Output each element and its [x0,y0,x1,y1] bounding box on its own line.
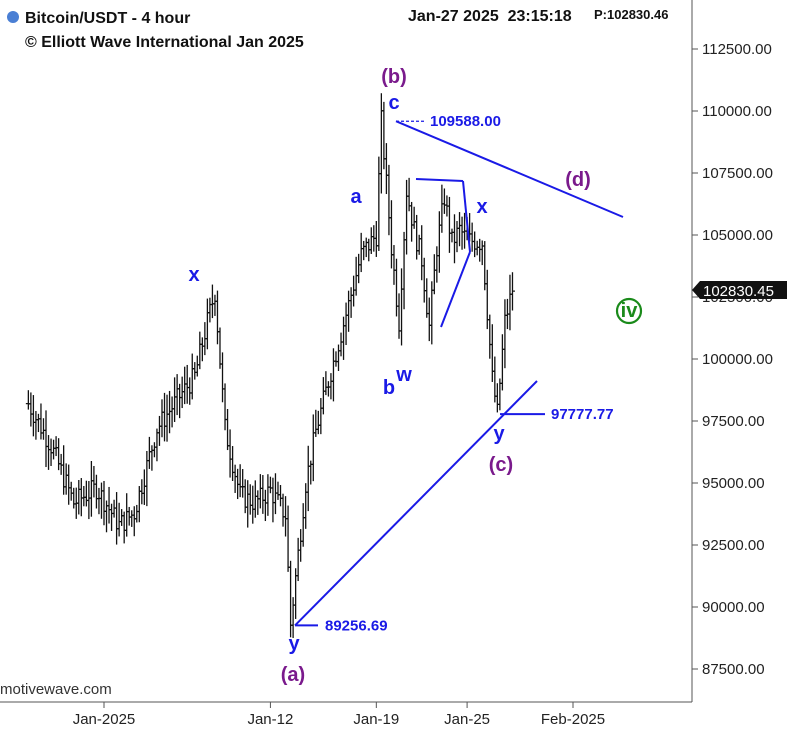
x-tick-label: Jan-25 [444,711,490,728]
triangle-leg-diag [440,251,471,328]
wave-label: y [493,423,505,445]
wave-iv-circle [615,297,643,325]
last-price-tag-shape [692,281,787,299]
wave-label: b [383,377,395,399]
wave-label: (a) [281,664,305,686]
plot-area-background [0,0,692,702]
y-tick-label: 97500.00 [702,413,765,430]
x-tick-label: Jan-12 [247,711,293,728]
wave-label: w [395,364,412,386]
last-price-tag: 102830.45 [692,281,787,300]
wave-label: c [388,92,399,114]
price-readout: P:102830.46 [594,7,668,22]
y-tick-label: 112500.00 [702,41,772,58]
symbol-dot-icon [7,11,19,23]
triangle-leg-right [462,180,471,253]
trendline-upper [395,120,624,218]
wave-label: x [188,264,199,286]
x-axis-ticks: Jan-2025 Jan-12 Jan-19 Jan-25 Feb-2025 [73,702,605,728]
y-tick-label: 110000.00 [702,103,772,120]
y-tick-label: 107500.00 [702,165,773,182]
y-tick-label: 105000.00 [702,227,773,244]
last-price-value: 102830.45 [703,283,774,300]
watermark: motivewave.com [0,681,112,698]
y-tick-label: 95000.00 [702,475,765,492]
wave-label: (d) [565,169,591,191]
trendline-lower [294,380,538,627]
x-tick-label: Jan-2025 [73,711,136,728]
wave-label: a [350,186,362,208]
wave-label: y [288,633,300,655]
y-tick-label: 92500.00 [702,537,765,554]
wave-label: iv [621,300,639,322]
y-tick-label: 100000.00 [702,351,773,368]
wave-overlay: x y (a) a (b) c bw x y (c) (d) iv 109588.00 97777.77 8… [188,66,643,686]
chart-title: Bitcoin/USDT - 4 hour [25,10,190,27]
wave-label: (c) [489,454,513,476]
x-tick-label: Jan-19 [353,711,399,728]
y-tick-label: 87500.00 [702,661,765,678]
y-tick-label: 90000.00 [702,599,765,616]
chart-copyright: © Elliott Wave International Jan 2025 [25,34,304,51]
price-level-label: 89256.69 [325,617,388,634]
price-level-label: 109588.00 [430,113,501,130]
y-axis-ticks: 87500.00 90000.00 92500.00 95000.00 97500.00… [692,41,773,678]
x-tick-label: Feb-2025 [541,711,605,728]
ohlc-bars [25,93,515,638]
wave-label: (b) [381,66,407,88]
wave-label: x [476,196,487,218]
ohlc-bar [509,272,515,311]
price-level-label: 97777.77 [551,406,614,423]
chart-timestamp: Jan-27 2025 23:15:18 [408,8,572,25]
triangle-leg-top [415,178,464,182]
